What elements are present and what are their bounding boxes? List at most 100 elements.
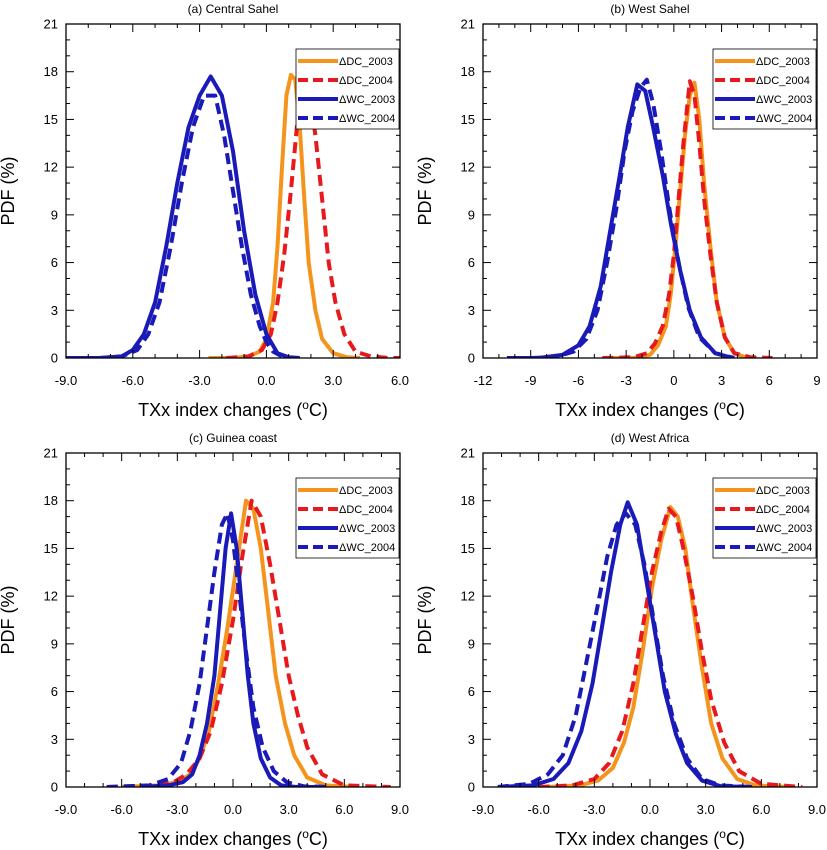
y-tick-label: 9: [51, 207, 58, 222]
series-line-delta-wc-2004: [497, 511, 753, 787]
x-tick-label: 3.0: [280, 802, 298, 817]
legend-label: ΔDC_2003: [756, 56, 810, 68]
x-tick-label: -6: [573, 373, 585, 388]
y-tick-label: 21: [461, 446, 475, 461]
y-tick-label: 6: [468, 255, 475, 270]
x-tick-label: 9.0: [391, 802, 409, 817]
x-tick-label: 3: [718, 373, 725, 388]
series-line-delta-wc-2003: [66, 74, 300, 358]
chart-title: (b) West Sahel: [610, 2, 689, 16]
legend-label: ΔWC_2003: [339, 94, 395, 106]
y-tick-label: 0: [468, 351, 475, 366]
chart-panel-3: (c) Guinea coast 0 3 6 9 12 15 18 21 -9.0 -6.0 -3.0…: [0, 431, 409, 849]
x-tick-label: 9: [813, 373, 820, 388]
y-tick-label: 21: [461, 17, 475, 32]
chart-title: (a) Central Sahel: [188, 2, 279, 16]
x-axis-label: TXx index changes (oC): [555, 827, 745, 849]
y-tick-label: 3: [468, 303, 475, 318]
plot-frame: [482, 23, 818, 359]
legend-label: ΔDC_2003: [756, 485, 810, 497]
y-tick-label: 18: [461, 64, 475, 79]
x-tick-label: -3.0: [188, 373, 210, 388]
y-axis-label: PDF (%): [415, 586, 435, 655]
legend: ΔDC_2003 ΔDC_2004 ΔWC_2003 ΔWC_2004: [712, 477, 817, 559]
legend-label: ΔDC_2004: [339, 504, 393, 516]
y-axis-label: PDF (%): [0, 586, 18, 655]
y-tick-label: 6: [468, 684, 475, 699]
x-tick-label: -6.0: [110, 802, 132, 817]
x-tick-label: 6.0: [391, 373, 409, 388]
y-tick-label: 15: [461, 112, 475, 127]
x-tick-label: 6: [766, 373, 773, 388]
legend: ΔDC_2003 ΔDC_2004 ΔWC_2003 ΔWC_2004: [295, 48, 400, 130]
y-tick-label: 18: [44, 493, 58, 508]
series-line-delta-wc-2004: [530, 77, 735, 358]
series-line-delta-wc-2004: [106, 511, 330, 787]
legend: ΔDC_2003 ΔDC_2004 ΔWC_2003 ΔWC_2004: [712, 48, 817, 130]
x-tick-label: 0.0: [224, 802, 242, 817]
y-tick-label: 15: [461, 541, 475, 556]
y-tick-label: 3: [51, 732, 58, 747]
legend-label: ΔWC_2004: [339, 542, 395, 554]
series-line-delta-wc-2003: [497, 500, 753, 787]
x-tick-label: 9.0: [808, 802, 826, 817]
y-axis-label: PDF (%): [0, 157, 18, 226]
y-tick-label: 15: [44, 541, 58, 556]
chart-title: (c) Guinea coast: [189, 431, 278, 445]
x-tick-label: -9.0: [55, 802, 77, 817]
x-tick-label: 3.0: [324, 373, 342, 388]
chart-panel-2: (b) West Sahel 0 3 6 9 12 15 18 21 -12 -9 -6 -3 0 3 6 9 T…: [415, 2, 821, 420]
legend-label: ΔDC_2004: [756, 75, 810, 87]
y-tick-label: 3: [468, 732, 475, 747]
series-line-delta-dc-2004: [106, 498, 391, 787]
legend-label: ΔDC_2004: [339, 75, 393, 87]
legend-label: ΔWC_2003: [756, 94, 812, 106]
series-line-delta-dc-2004: [602, 79, 773, 358]
y-tick-label: 18: [44, 64, 58, 79]
legend-label: ΔWC_2004: [756, 542, 812, 554]
y-tick-label: 21: [44, 446, 58, 461]
y-tick-label: 0: [51, 351, 58, 366]
x-tick-label: 6.0: [335, 802, 353, 817]
x-tick-label: 0: [670, 373, 677, 388]
x-tick-label: -6.0: [122, 373, 144, 388]
y-tick-label: 0: [51, 780, 58, 795]
x-tick-label: -3: [620, 373, 632, 388]
legend-label: ΔDC_2003: [339, 56, 393, 68]
y-tick-label: 9: [468, 636, 475, 651]
x-tick-label: -9.0: [55, 373, 77, 388]
chart-panel-4: (d) West Africa 0 3 6 9 12 15 18 21 -9.0 -6.0 -3.0 0…: [415, 431, 826, 849]
series-line-delta-dc-2003: [547, 505, 790, 787]
x-tick-label: 3.0: [697, 802, 715, 817]
series-line-delta-dc-2004: [538, 506, 803, 787]
y-tick-label: 12: [461, 160, 475, 175]
x-tick-label: -9.0: [472, 802, 494, 817]
legend-label: ΔWC_2003: [756, 523, 812, 535]
x-tick-label: -3.0: [583, 802, 605, 817]
legend-label: ΔWC_2003: [339, 523, 395, 535]
y-tick-label: 15: [44, 112, 58, 127]
y-tick-label: 12: [44, 589, 58, 604]
x-tick-label: 0.0: [641, 802, 659, 817]
legend-label: ΔWC_2004: [756, 113, 812, 125]
y-tick-label: 9: [468, 207, 475, 222]
y-tick-label: 9: [51, 636, 58, 651]
chart-title: (d) West Africa: [611, 431, 690, 445]
x-tick-label: 0.0: [257, 373, 275, 388]
plot-frame: [65, 23, 401, 359]
x-tick-label: -3.0: [166, 802, 188, 817]
chart-panel-1: (a) Central Sahel 0 3 6 9 12 15 18 21 -9.0 -6.0 -3.…: [0, 2, 409, 420]
y-tick-label: 6: [51, 684, 58, 699]
x-tick-label: -6.0: [527, 802, 549, 817]
x-axis-label: TXx index changes (oC): [138, 827, 328, 849]
x-tick-label: 6.0: [752, 802, 770, 817]
series-line-delta-wc-2004: [99, 93, 294, 358]
legend-label: ΔDC_2003: [339, 485, 393, 497]
x-axis-label: TXx index changes (oC): [138, 398, 328, 420]
x-axis-label: TXx index changes (oC): [555, 398, 745, 420]
y-tick-label: 12: [44, 160, 58, 175]
x-tick-label: -12: [474, 373, 493, 388]
y-tick-label: 0: [468, 780, 475, 795]
legend-label: ΔWC_2004: [339, 113, 395, 125]
